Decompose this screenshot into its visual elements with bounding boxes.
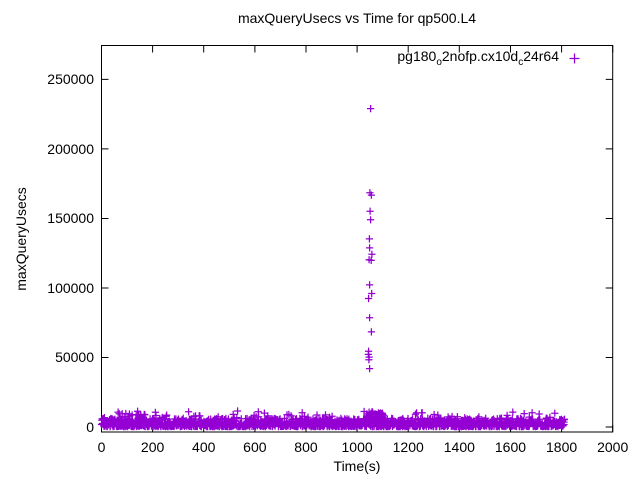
y-tick-label: 100000 — [47, 279, 94, 296]
legend-label-segment: 24r64 — [523, 48, 559, 64]
y-tick-label: 150000 — [47, 210, 94, 227]
x-tick-label: 1200 — [392, 439, 424, 455]
x-tick-label: 1800 — [546, 439, 578, 455]
x-tick-label: 600 — [243, 439, 267, 455]
axis-tick-marks — [101, 45, 614, 432]
x-tick-label: 2000 — [597, 439, 629, 455]
x-tick-label: 400 — [192, 439, 216, 455]
y-axis-title: maxQueryUsecs — [13, 187, 29, 291]
legend-label-segment: pg180 — [397, 48, 437, 64]
x-tick-label: 1400 — [443, 439, 475, 455]
chart-title: maxQueryUsecs vs Time for qp500.L4 — [237, 10, 477, 26]
x-tick-label: 0 — [97, 439, 106, 455]
plot-border — [101, 45, 614, 433]
x-tick-label: 200 — [140, 439, 165, 455]
legend-label-subscript: c — [518, 57, 524, 68]
y-tick-label: 250000 — [47, 71, 94, 88]
legend: pg180o2nofp.cx10dc24r64 — [397, 48, 581, 68]
legend-label-segment: 2nofp.cx10d — [441, 48, 519, 64]
x-tick-label: 800 — [294, 439, 318, 455]
legend-plus-marker-icon — [569, 53, 580, 63]
scatter-points — [97, 105, 569, 431]
y-tick-label: 50000 — [55, 349, 94, 366]
y-tick-label: 200000 — [47, 140, 94, 157]
legend-plus-glyph — [569, 53, 580, 63]
y-tick-label: 0 — [86, 418, 94, 435]
x-tick-label: 1000 — [341, 439, 373, 455]
legend-series-label: pg180o2nofp.cx10dc24r64 — [397, 48, 559, 68]
x-axis-title: Time(s) — [333, 458, 381, 474]
legend-label-subscript: o — [436, 57, 442, 68]
x-tick-label: 1600 — [494, 439, 527, 455]
